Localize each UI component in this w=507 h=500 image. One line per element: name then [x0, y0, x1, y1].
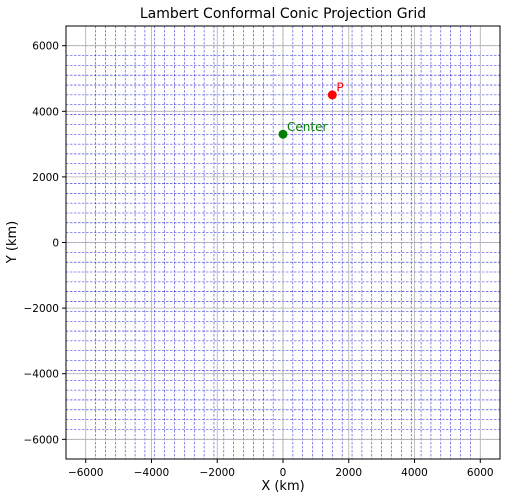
point-p	[327, 90, 337, 100]
x-tick-label: 4000	[401, 467, 428, 479]
y-tick-label: −6000	[23, 434, 59, 446]
x-tick-label: 0	[280, 467, 287, 479]
point-label-p: P	[336, 80, 343, 94]
y-tick-label: 6000	[32, 41, 59, 53]
y-tick-label: −4000	[23, 369, 59, 381]
axis-ticks: −6000 −4000 −2000 0 2000 4000 6000 −6000 −4000 −2…	[23, 41, 493, 479]
y-tick-label: 4000	[32, 106, 59, 118]
x-tick-label: 6000	[467, 467, 494, 479]
x-tick-label: −4000	[134, 467, 170, 479]
y-tick-label: 2000	[32, 172, 59, 184]
point-center	[278, 129, 288, 139]
x-axis-label: X (km)	[261, 479, 304, 494]
x-tick-label: −6000	[68, 467, 104, 479]
data-points: Center P	[278, 80, 344, 139]
chart-title: Lambert Conformal Conic Projection Grid	[140, 6, 426, 22]
y-axis-label: Y (km)	[5, 221, 20, 264]
y-tick-label: 0	[52, 238, 59, 250]
y-tick-label: −2000	[23, 303, 59, 315]
x-tick-label: −2000	[199, 467, 235, 479]
grid-lines	[66, 26, 500, 459]
x-tick-label: 2000	[335, 467, 362, 479]
point-label-center: Center	[287, 120, 327, 134]
